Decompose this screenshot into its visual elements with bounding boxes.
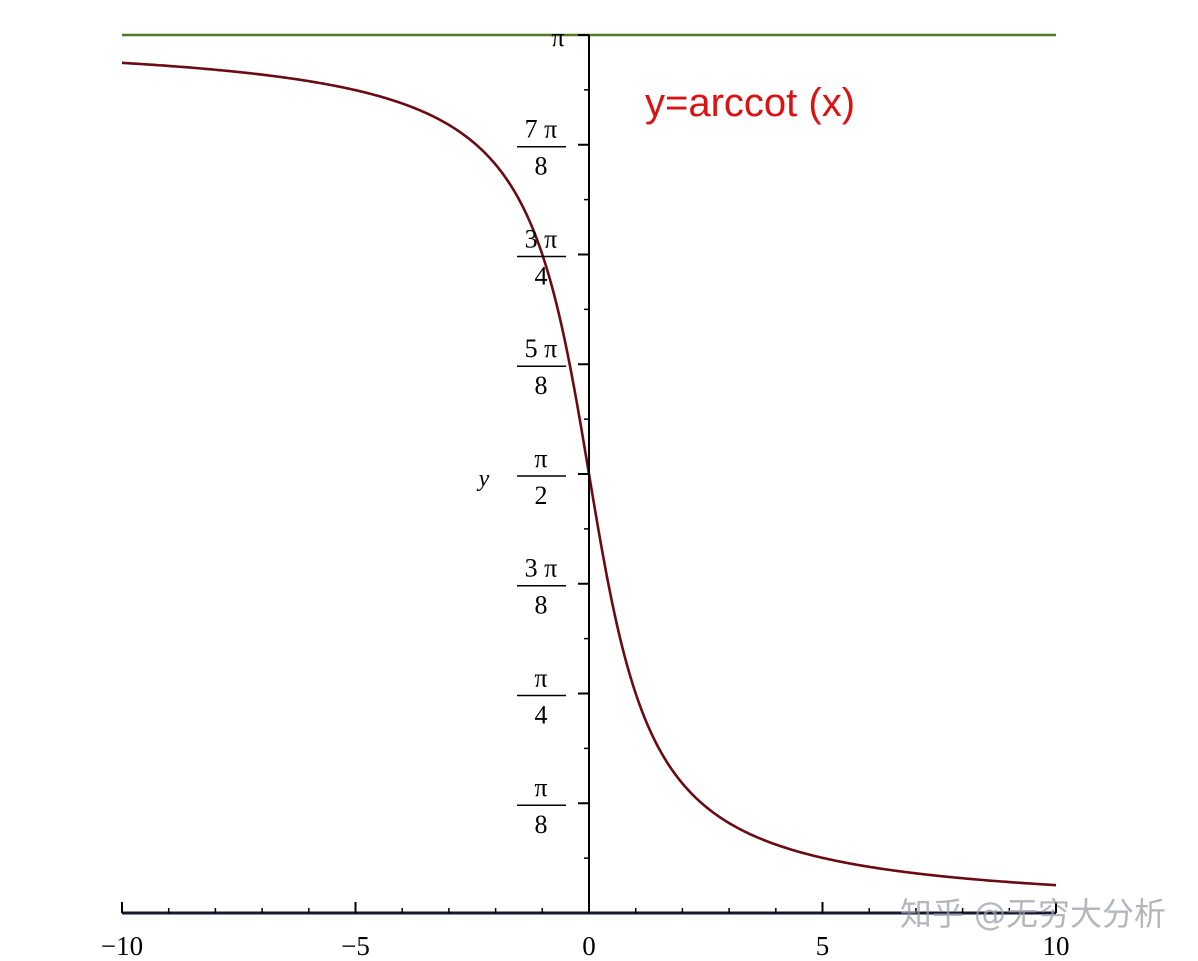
y-tick-numerator: 5 π — [525, 334, 558, 363]
y-tick-numerator: 7 π — [525, 115, 558, 144]
y-tick-label: π — [551, 23, 564, 52]
y-tick-label: π8 — [517, 773, 566, 839]
y-tick-label: 3 π8 — [517, 554, 566, 620]
y-tick-numerator: 3 π — [525, 554, 558, 583]
y-tick-numerator: π — [534, 663, 547, 692]
y-tick-label: 7 π8 — [517, 115, 566, 181]
y-tick-denominator: 4 — [535, 261, 548, 290]
x-tick-label: −10 — [101, 931, 143, 961]
x-tick-label: 10 — [1043, 931, 1070, 961]
x-tick-label: 5 — [816, 931, 830, 961]
ticks — [121, 33, 1057, 913]
y-tick-label: π2 — [517, 444, 566, 510]
y-tick-label: 5 π8 — [517, 334, 566, 400]
y-tick-denominator: 8 — [535, 152, 548, 181]
y-tick-numerator: π — [534, 444, 547, 473]
y-tick-denominator: 4 — [535, 700, 548, 729]
y-tick-denominator: 8 — [535, 810, 548, 839]
y-tick-denominator: 2 — [535, 481, 548, 510]
x-tick-label: −5 — [341, 931, 370, 961]
y-tick-numerator: 3 π — [525, 224, 558, 253]
function-label: y=arccot (x) — [645, 81, 855, 125]
y-tick-denominator: 8 — [535, 371, 548, 400]
y-tick-numerator: π — [534, 773, 547, 802]
y-tick-label: π4 — [517, 663, 566, 729]
x-tick-label: 0 — [582, 931, 596, 961]
y-tick-label: 3 π4 — [517, 224, 566, 290]
y-axis-label: y — [477, 466, 490, 492]
y-tick-denominator: 8 — [535, 591, 548, 620]
watermark: 知乎 @无穷大分析 — [900, 895, 1166, 933]
